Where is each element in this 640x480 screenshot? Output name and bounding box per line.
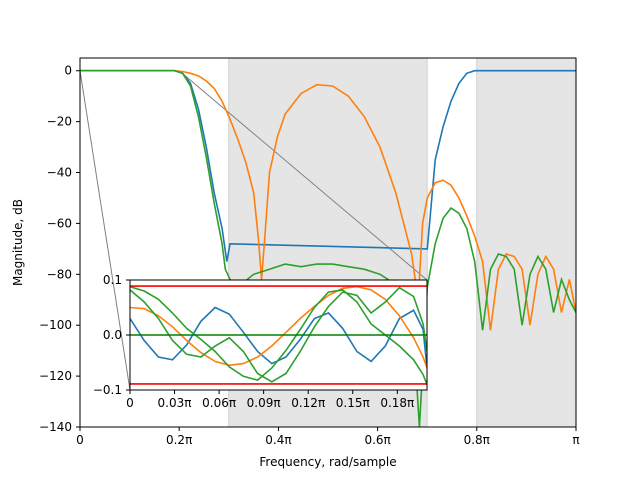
inset-axes: 0 0.03π 0.06π 0.09π 0.12π 0.15π 0.18π 0.1 0.0 −0… <box>93 273 428 410</box>
inset-x-tick-label: 0.15π <box>336 396 370 410</box>
inset-y-tick-label: 0.1 <box>103 273 122 287</box>
inset-series-line-4 <box>130 286 427 383</box>
inset-x-tick-label: 0.03π <box>158 396 192 410</box>
inset-x-tick-label: 0.18π <box>380 396 414 410</box>
y-tick-label: −120 <box>39 369 72 383</box>
x-axis-label: Frequency, rad/sample <box>259 455 396 469</box>
inset-x-ticks: 0 0.03π 0.06π 0.09π 0.12π 0.15π 0.18π <box>126 390 414 410</box>
inset-x-tick-label: 0.06π <box>202 396 236 410</box>
y-tick-label: −40 <box>47 166 72 180</box>
zoom-connector-line <box>79 70 131 391</box>
y-tick-label: −60 <box>47 216 72 230</box>
zoom-connector-line <box>178 70 428 281</box>
y-tick-label: −140 <box>39 420 72 434</box>
x-tick-label: 0.6π <box>364 433 390 447</box>
zoom-connector-lines <box>79 70 428 391</box>
inset-x-tick-label: 0.09π <box>247 396 281 410</box>
inset-x-tick-label: 0 <box>126 396 134 410</box>
x-tick-label: 0.4π <box>265 433 291 447</box>
inset-y-ticks: 0.1 0.0 −0.1 <box>93 273 130 397</box>
inset-reference-lines <box>130 285 427 385</box>
inset-series-line-2 <box>130 285 427 369</box>
x-tick-label: π <box>572 433 579 447</box>
y-tick-label: −100 <box>39 318 72 332</box>
inset-x-tick-label: 0.12π <box>291 396 325 410</box>
main-axes-frame <box>79 57 577 428</box>
main-y-ticks: 0 −20 −40 −60 −80 −100 −120 −140 <box>39 64 80 434</box>
inset-y-tick-label: −0.1 <box>93 383 122 397</box>
y-tick-label: −20 <box>47 115 72 129</box>
main-axes: 0 0.2π 0.4π 0.6π 0.8π π 0 −20 −40 −60 −80 −100 −120… <box>11 57 580 469</box>
x-tick-label: 0.2π <box>166 433 192 447</box>
inset-y-tick-label: 0.0 <box>103 328 122 342</box>
x-tick-label: 0 <box>76 433 84 447</box>
inset-series-line-3 <box>130 285 427 385</box>
y-tick-label: −80 <box>47 267 72 281</box>
x-tick-label: 0.8π <box>464 433 490 447</box>
y-tick-label: 0 <box>64 64 72 78</box>
inset-series <box>130 285 427 385</box>
series-line-2 <box>80 69 576 331</box>
stopband-region <box>476 57 577 428</box>
y-axis-label: Magnitude, dB <box>11 199 25 286</box>
main-x-ticks: 0 0.2π 0.4π 0.6π 0.8π π <box>76 427 580 447</box>
